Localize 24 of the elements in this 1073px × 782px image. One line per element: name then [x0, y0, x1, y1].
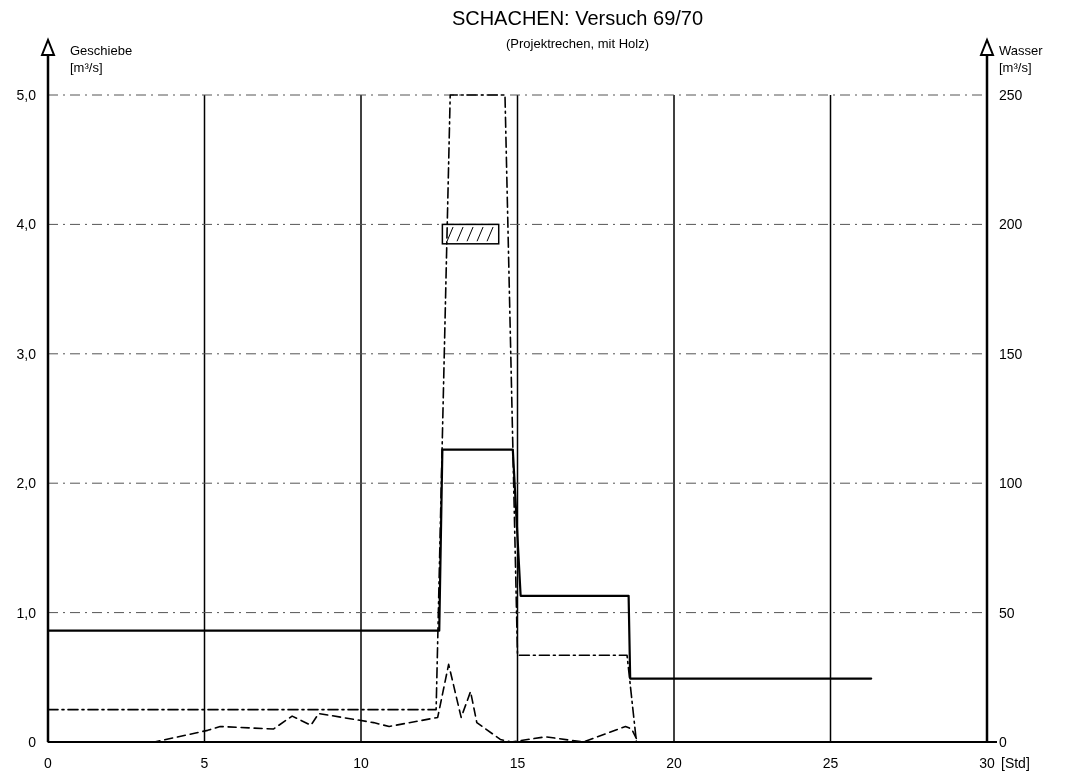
x-tick-label: 15: [509, 755, 526, 771]
x-tick-label: 25: [822, 755, 839, 771]
x-tick-label: 10: [353, 755, 369, 771]
y-tick-label: 4,0: [16, 216, 37, 233]
y-axis-title: Geschiebe [m³/s]: [70, 43, 133, 75]
chart-subtitle: (Projektrechen, mit Holz): [505, 36, 650, 51]
y-tick-label: 1,0: [16, 604, 37, 621]
x-tick-label: 5: [200, 755, 209, 771]
y2-axis-title: Wasser [m³/s]: [999, 43, 1044, 75]
y-tick-label: 2,0: [16, 475, 37, 492]
y-tick-label: 0: [28, 734, 37, 750]
y2-tick-label: 100: [999, 475, 1023, 492]
y2-tick-label: 200: [999, 216, 1023, 233]
y2-tick-label: 50: [999, 604, 1015, 621]
y2-tick-label: 150: [999, 345, 1023, 362]
y2-tick-label: 0: [999, 734, 1007, 750]
x-tick-label: 0: [44, 755, 53, 771]
x-axis-title: [Std]: [1001, 755, 1030, 771]
x-tick-label: 20: [666, 755, 682, 771]
x-tick-label: 30: [979, 755, 995, 771]
y-tick-label: 3,0: [16, 345, 37, 362]
y-tick-label: 5,0: [16, 87, 37, 103]
y2-tick-label: 250: [999, 87, 1023, 103]
chart-title: SCHACHEN: Versuch 69/70: [451, 7, 704, 29]
